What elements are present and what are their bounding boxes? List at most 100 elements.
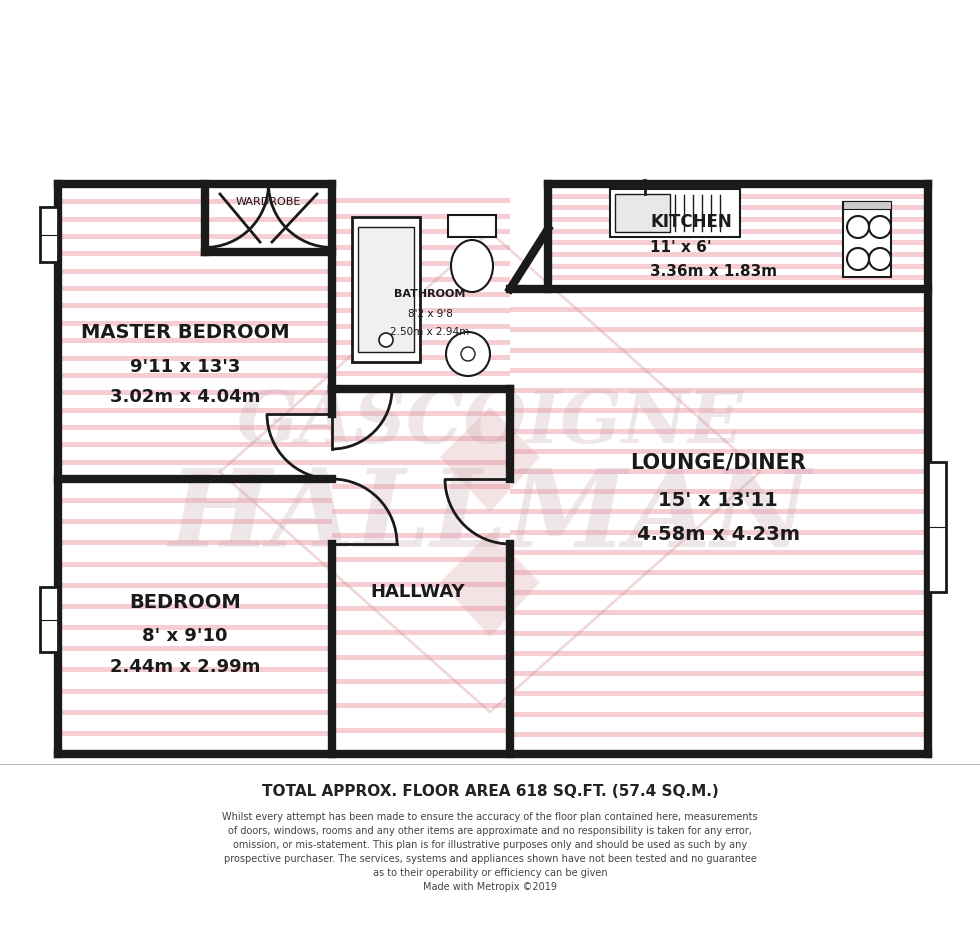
Bar: [610, 189, 740, 237]
Bar: [58, 582, 332, 588]
Bar: [58, 709, 332, 715]
Bar: [510, 631, 928, 636]
Bar: [332, 198, 510, 203]
Bar: [510, 489, 928, 494]
Bar: [58, 252, 332, 256]
Bar: [58, 425, 332, 430]
Bar: [58, 562, 332, 567]
Bar: [510, 692, 928, 696]
Circle shape: [379, 333, 393, 347]
Bar: [510, 308, 928, 312]
Bar: [352, 217, 420, 362]
Bar: [510, 651, 928, 656]
Bar: [332, 339, 510, 345]
Bar: [548, 228, 928, 234]
Bar: [58, 689, 332, 693]
Bar: [58, 498, 332, 503]
Bar: [510, 448, 928, 454]
Bar: [548, 275, 928, 281]
Polygon shape: [440, 532, 540, 637]
Bar: [358, 227, 414, 352]
Bar: [332, 261, 510, 266]
Text: HALLWAY: HALLWAY: [370, 583, 466, 601]
Bar: [332, 509, 510, 514]
Bar: [58, 268, 332, 274]
Bar: [58, 286, 332, 291]
Circle shape: [847, 248, 869, 270]
Bar: [510, 510, 928, 514]
Text: KITCHEN: KITCHEN: [650, 213, 732, 231]
Bar: [510, 610, 928, 615]
Bar: [548, 194, 928, 199]
Bar: [58, 646, 332, 651]
Text: 11' x 6': 11' x 6': [650, 240, 711, 254]
Bar: [58, 459, 332, 465]
Bar: [332, 371, 510, 377]
Bar: [332, 355, 510, 361]
Bar: [58, 479, 332, 754]
Bar: [332, 728, 510, 733]
Bar: [843, 201, 891, 209]
Bar: [58, 373, 332, 377]
Bar: [58, 304, 332, 308]
Circle shape: [641, 179, 649, 187]
Bar: [332, 582, 510, 586]
Bar: [58, 667, 332, 672]
Bar: [510, 711, 928, 717]
Bar: [332, 324, 510, 329]
Bar: [332, 277, 510, 281]
Text: WARDROBE: WARDROBE: [235, 197, 301, 207]
Bar: [332, 411, 510, 417]
Bar: [332, 630, 510, 636]
Bar: [58, 199, 332, 204]
Bar: [510, 388, 928, 393]
Text: 8' x 9'10: 8' x 9'10: [142, 627, 227, 645]
Bar: [332, 184, 510, 389]
Text: HALLMAN: HALLMAN: [169, 464, 811, 570]
Bar: [58, 625, 332, 630]
Text: BEDROOM: BEDROOM: [129, 593, 241, 611]
Bar: [510, 408, 928, 413]
Bar: [332, 245, 510, 250]
Bar: [332, 654, 510, 660]
Bar: [58, 407, 332, 413]
Bar: [332, 533, 510, 538]
Bar: [510, 348, 928, 352]
Bar: [58, 234, 332, 240]
Bar: [58, 338, 332, 343]
Bar: [510, 529, 928, 535]
Bar: [58, 217, 332, 222]
Bar: [615, 194, 670, 232]
Text: 2.50m x 2.94m: 2.50m x 2.94m: [390, 327, 469, 337]
Bar: [510, 590, 928, 596]
Bar: [40, 207, 58, 262]
Bar: [58, 731, 332, 736]
Bar: [332, 308, 510, 313]
Circle shape: [446, 332, 490, 376]
Ellipse shape: [451, 240, 493, 292]
Bar: [332, 485, 510, 489]
Bar: [332, 557, 510, 562]
Bar: [548, 205, 928, 211]
Text: 3.36m x 1.83m: 3.36m x 1.83m: [650, 264, 777, 279]
Bar: [332, 460, 510, 465]
Text: 2.44m x 2.99m: 2.44m x 2.99m: [110, 658, 260, 676]
Bar: [510, 469, 928, 474]
Text: TOTAL APPROX. FLOOR AREA 618 SQ.FT. (57.4 SQ.M.): TOTAL APPROX. FLOOR AREA 618 SQ.FT. (57.…: [262, 785, 718, 800]
Circle shape: [869, 216, 891, 238]
Bar: [58, 184, 332, 479]
Bar: [548, 240, 928, 245]
Bar: [58, 519, 332, 525]
Bar: [548, 184, 928, 289]
Bar: [448, 215, 496, 237]
Text: 9'11 x 13'3: 9'11 x 13'3: [129, 358, 240, 376]
Bar: [40, 587, 58, 652]
Bar: [843, 202, 891, 277]
Text: LOUNGE/DINER: LOUNGE/DINER: [630, 452, 806, 472]
Bar: [510, 671, 928, 676]
Bar: [332, 293, 510, 297]
Bar: [548, 252, 928, 257]
Bar: [548, 264, 928, 268]
Bar: [58, 321, 332, 326]
Bar: [510, 289, 928, 754]
